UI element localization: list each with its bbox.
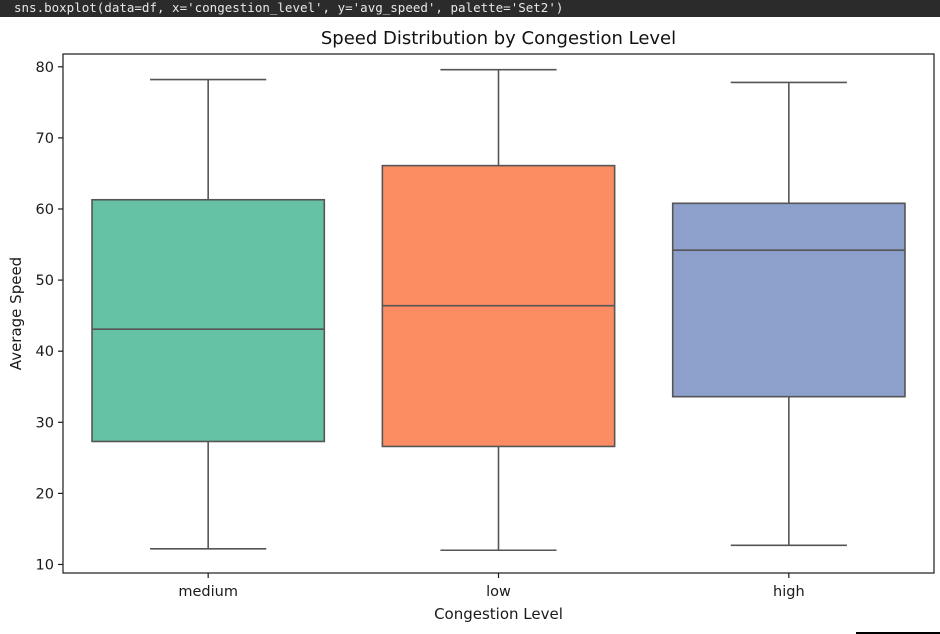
x-axis-label: Congestion Level [434, 605, 563, 623]
x-tick-label: medium [178, 584, 238, 600]
y-tick-label: 10 [36, 557, 54, 573]
y-tick-label: 30 [36, 415, 54, 431]
box-medium [91, 198, 326, 443]
x-tick-label: low [486, 584, 511, 600]
code-line: sns.boxplot(data=df, x='congestion_level… [14, 0, 564, 15]
x-tick-label: high [773, 584, 805, 600]
plot-area: 10 20 30 40 50 60 70 80 medium low high [36, 53, 935, 600]
y-tick-label: 60 [36, 202, 54, 218]
y-tick-label: 40 [36, 344, 54, 360]
code-cell: sns.boxplot(data=df, x='congestion_level… [0, 0, 940, 17]
y-axis-label: Average Speed [7, 257, 25, 370]
y-tick-label: 50 [36, 273, 54, 289]
y-tick-label: 70 [36, 131, 54, 147]
y-tick-label: 80 [36, 60, 54, 76]
chart-title: Speed Distribution by Congestion Level [321, 28, 676, 49]
y-tick-label: 20 [36, 486, 54, 502]
divider [856, 632, 940, 634]
box-high [671, 202, 906, 398]
